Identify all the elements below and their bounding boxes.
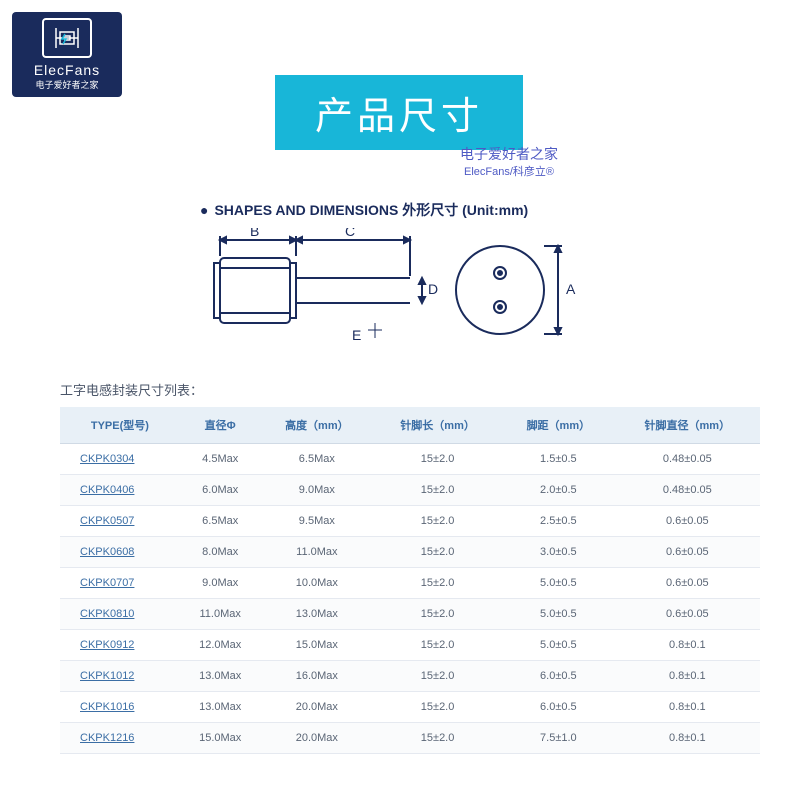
col-diameter: 直径Φ (180, 407, 261, 444)
cell-value: 20.0Max (261, 723, 374, 754)
cell-value: 3.0±0.5 (502, 537, 615, 568)
watermark-line2: ElecFans/科彦立® (460, 165, 558, 180)
cell-value: 1.5±0.5 (502, 444, 615, 475)
cell-value: 0.8±0.1 (615, 661, 760, 692)
cell-value: 9.0Max (180, 568, 261, 599)
cell-value: 0.8±0.1 (615, 723, 760, 754)
cell-value: 0.6±0.05 (615, 599, 760, 630)
cell-type-link[interactable]: CKPK0507 (60, 506, 180, 537)
cell-value: 0.48±0.05 (615, 444, 760, 475)
col-lead-diameter: 针脚直径（mm） (615, 407, 760, 444)
dim-label-e: E (352, 327, 361, 343)
cell-value: 13.0Max (261, 599, 374, 630)
dim-label-d: D (428, 281, 438, 297)
table-row: CKPK05076.5Max9.5Max15±2.02.5±0.50.6±0.0… (60, 506, 760, 537)
diagram-title: SHAPES AND DIMENSIONS 外形尺寸 (Unit:mm) (200, 200, 680, 220)
cell-value: 15.0Max (261, 630, 374, 661)
cell-value: 15±2.0 (373, 537, 502, 568)
cell-type-link[interactable]: CKPK0304 (60, 444, 180, 475)
cell-value: 0.6±0.05 (615, 568, 760, 599)
cell-value: 0.6±0.05 (615, 537, 760, 568)
logo-icon (42, 18, 92, 58)
dimension-table-section: 工字电感封装尺寸列表： TYPE(型号) 直径Φ 高度（mm） 针脚长（mm） … (60, 380, 760, 754)
cell-value: 0.8±0.1 (615, 692, 760, 723)
cell-value: 6.0±0.5 (502, 692, 615, 723)
logo-subtitle: 电子爱好者之家 (35, 78, 98, 91)
cell-value: 15±2.0 (373, 661, 502, 692)
cell-value: 5.0±0.5 (502, 630, 615, 661)
col-pitch: 脚距（mm） (502, 407, 615, 444)
col-lead-length: 针脚长（mm） (373, 407, 502, 444)
table-row: CKPK07079.0Max10.0Max15±2.05.0±0.50.6±0.… (60, 568, 760, 599)
cell-value: 5.0±0.5 (502, 568, 615, 599)
cell-value: 11.0Max (180, 599, 261, 630)
logo-brand-text: ElecFans (34, 62, 100, 78)
cell-value: 20.0Max (261, 692, 374, 723)
cell-value: 15±2.0 (373, 723, 502, 754)
cell-type-link[interactable]: CKPK0810 (60, 599, 180, 630)
cell-type-link[interactable]: CKPK0608 (60, 537, 180, 568)
dim-label-a: A (566, 281, 576, 297)
table-label: 工字电感封装尺寸列表： (60, 380, 760, 399)
title-banner: 产品尺寸 (275, 75, 523, 150)
diagram-section: SHAPES AND DIMENSIONS 外形尺寸 (Unit:mm) (200, 200, 680, 363)
table-row: CKPK04066.0Max9.0Max15±2.02.0±0.50.48±0.… (60, 475, 760, 506)
table-header-row: TYPE(型号) 直径Φ 高度（mm） 针脚长（mm） 脚距（mm） 针脚直径（… (60, 407, 760, 444)
table-row: CKPK091212.0Max15.0Max15±2.05.0±0.50.8±0… (60, 630, 760, 661)
col-type: TYPE(型号) (60, 407, 180, 444)
cell-value: 10.0Max (261, 568, 374, 599)
cell-value: 15±2.0 (373, 444, 502, 475)
cell-value: 6.0Max (180, 475, 261, 506)
cell-type-link[interactable]: CKPK0912 (60, 630, 180, 661)
cell-value: 4.5Max (180, 444, 261, 475)
cell-value: 15±2.0 (373, 506, 502, 537)
cell-value: 15±2.0 (373, 599, 502, 630)
cell-value: 5.0±0.5 (502, 599, 615, 630)
cell-value: 0.8±0.1 (615, 630, 760, 661)
cell-value: 2.0±0.5 (502, 475, 615, 506)
cell-type-link[interactable]: CKPK1016 (60, 692, 180, 723)
dim-label-c: C (345, 228, 355, 239)
dimension-table: TYPE(型号) 直径Φ 高度（mm） 针脚长（mm） 脚距（mm） 针脚直径（… (60, 407, 760, 754)
table-row: CKPK06088.0Max11.0Max15±2.03.0±0.50.6±0.… (60, 537, 760, 568)
cell-value: 2.5±0.5 (502, 506, 615, 537)
cell-value: 15±2.0 (373, 568, 502, 599)
cell-value: 6.5Max (261, 444, 374, 475)
cell-value: 6.0±0.5 (502, 661, 615, 692)
cell-type-link[interactable]: CKPK0406 (60, 475, 180, 506)
table-row: CKPK101213.0Max16.0Max15±2.06.0±0.50.8±0… (60, 661, 760, 692)
table-row: CKPK101613.0Max20.0Max15±2.06.0±0.50.8±0… (60, 692, 760, 723)
cell-value: 15±2.0 (373, 475, 502, 506)
cell-value: 15±2.0 (373, 692, 502, 723)
cell-value: 9.5Max (261, 506, 374, 537)
cell-type-link[interactable]: CKPK0707 (60, 568, 180, 599)
col-height: 高度（mm） (261, 407, 374, 444)
shape-diagram: B C D E A (200, 228, 600, 358)
elecfans-logo: ElecFans 电子爱好者之家 (12, 12, 122, 97)
cell-value: 11.0Max (261, 537, 374, 568)
cell-value: 16.0Max (261, 661, 374, 692)
cell-value: 15±2.0 (373, 630, 502, 661)
watermark: 电子爱好者之家 ElecFans/科彦立® (460, 145, 558, 180)
cell-value: 6.5Max (180, 506, 261, 537)
cell-value: 15.0Max (180, 723, 261, 754)
dim-label-b: B (250, 228, 259, 239)
cell-type-link[interactable]: CKPK1012 (60, 661, 180, 692)
cell-value: 12.0Max (180, 630, 261, 661)
cell-value: 7.5±1.0 (502, 723, 615, 754)
cell-value: 0.48±0.05 (615, 475, 760, 506)
cell-value: 0.6±0.05 (615, 506, 760, 537)
table-row: CKPK03044.5Max6.5Max15±2.01.5±0.50.48±0.… (60, 444, 760, 475)
cell-value: 9.0Max (261, 475, 374, 506)
cell-value: 13.0Max (180, 661, 261, 692)
cell-value: 8.0Max (180, 537, 261, 568)
cell-type-link[interactable]: CKPK1216 (60, 723, 180, 754)
watermark-line1: 电子爱好者之家 (460, 145, 558, 165)
cell-value: 13.0Max (180, 692, 261, 723)
table-row: CKPK121615.0Max20.0Max15±2.07.5±1.00.8±0… (60, 723, 760, 754)
table-row: CKPK081011.0Max13.0Max15±2.05.0±0.50.6±0… (60, 599, 760, 630)
